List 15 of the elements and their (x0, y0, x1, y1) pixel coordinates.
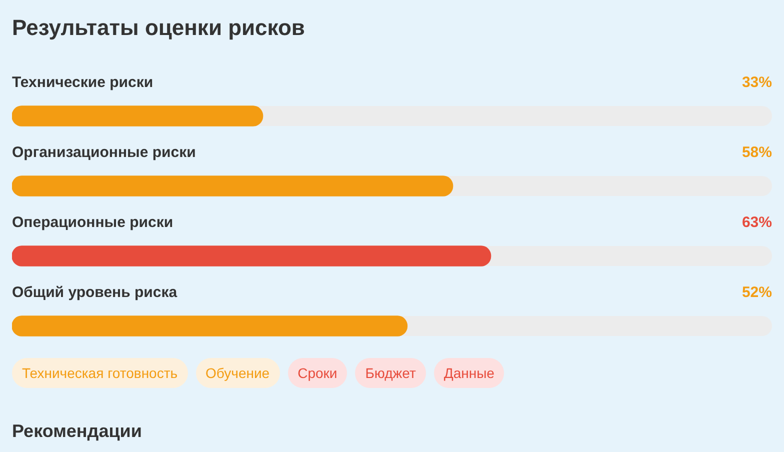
text: Техническая готовность (12, 358, 188, 388)
y-tick-label: Организационные риски (12, 144, 196, 162)
y-tick-label: Общий уровень риска (12, 284, 178, 302)
text: Рекомендации (12, 421, 142, 442)
y-tick-label: Технические риски (12, 74, 154, 92)
data-label: 63% (742, 214, 772, 232)
text: Обучение (196, 358, 280, 388)
data-label: 58% (742, 144, 772, 162)
data-label: 33% (742, 74, 772, 92)
chart-title: Результаты оценки рисков (12, 15, 305, 41)
text: Данные (434, 358, 504, 388)
data-label: 52% (742, 284, 772, 302)
text: Сроки (288, 358, 348, 388)
text: Бюджет (355, 358, 426, 388)
y-tick-label: Операционные риски (12, 214, 174, 232)
